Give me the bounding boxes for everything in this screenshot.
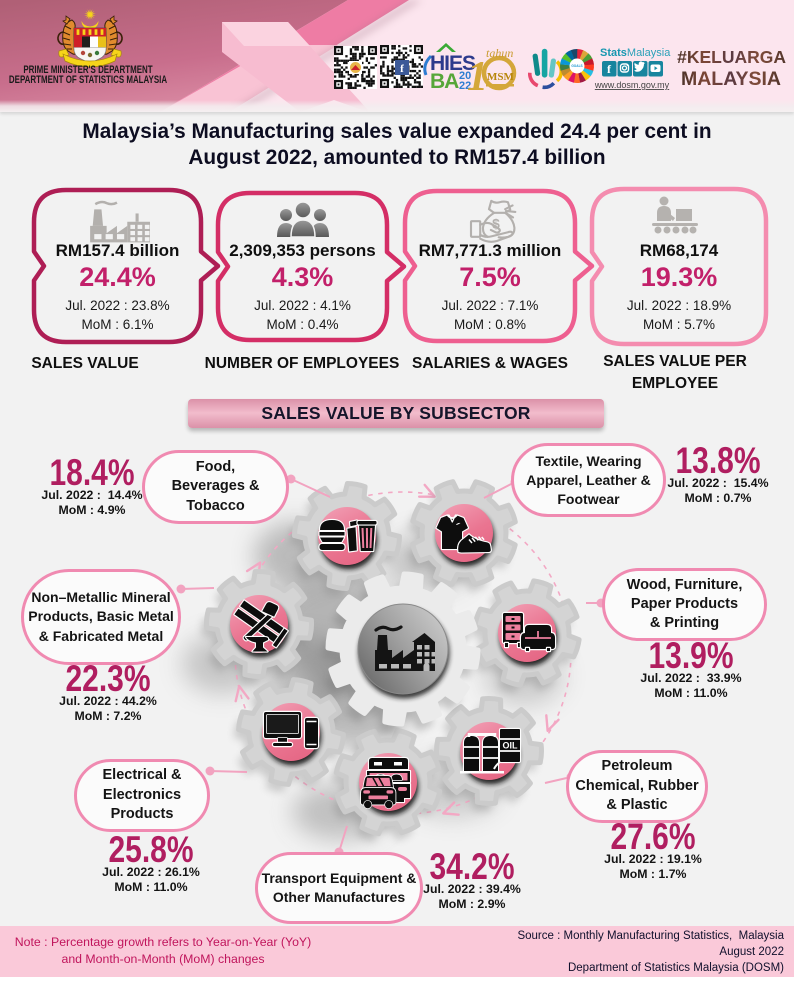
svg-text:OIL: OIL <box>503 741 519 751</box>
svg-text:www.dosm.gov.my: www.dosm.gov.my <box>594 80 670 90</box>
svg-text:f: f <box>400 63 404 75</box>
svg-text:StatsMalaysia: StatsMalaysia <box>600 47 671 59</box>
svg-text:$: $ <box>492 216 500 232</box>
svg-text:20: 20 <box>459 70 471 82</box>
svg-text:BA: BA <box>430 70 459 93</box>
svg-text:MSM: MSM <box>487 71 515 83</box>
svg-text:f: f <box>607 62 612 76</box>
svg-text:tahun: tahun <box>486 46 513 60</box>
svg-text:MALAYSIA: MALAYSIA <box>681 68 781 90</box>
svg-text:HIES: HIES <box>430 52 476 75</box>
svg-text:#KELUARGA: #KELUARGA <box>677 47 786 67</box>
svg-text:GOALS: GOALS <box>571 64 582 68</box>
svg-text:1: 1 <box>467 54 488 100</box>
svg-text:22: 22 <box>459 80 471 92</box>
